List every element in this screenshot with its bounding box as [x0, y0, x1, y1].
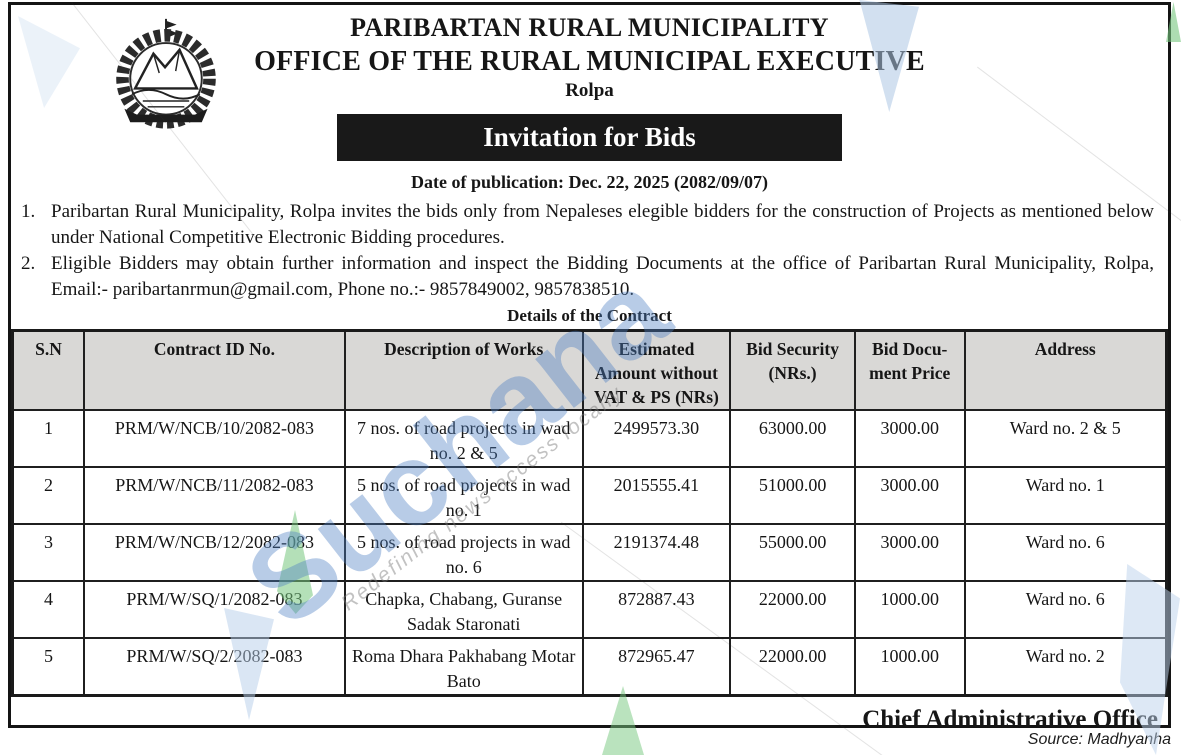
cell-contract-id: PRM/W/NCB/12/2082-083	[83, 523, 346, 582]
cell-estimated-amount: 2499573.30	[581, 409, 732, 468]
cell-bid-document-price: 3000.00	[853, 409, 966, 468]
invitation-banner: Invitation for Bids	[337, 114, 842, 161]
cell-bid-document-price: 3000.00	[853, 523, 966, 582]
district-name: Rolpa	[565, 80, 614, 101]
cell-estimated-amount: 2191374.48	[581, 523, 732, 582]
source-credit: Source: Madhyanha	[1027, 731, 1171, 748]
office-subtitle: OFFICE OF THE RURAL MUNICIPAL EXECUTIVE	[254, 46, 925, 77]
note-number: 1.	[21, 201, 36, 222]
note-item: 2. Eligible Bidders may obtain further i…	[17, 251, 1154, 303]
cell-bid-document-price: 3000.00	[853, 466, 966, 525]
municipality-emblem-icon	[116, 18, 216, 129]
notice-paragraphs: 1. Paribartan Rural Municipality, Rolpa …	[17, 199, 1154, 303]
col-header-address: Address	[963, 329, 1168, 411]
cell-address: Ward no. 2 & 5	[963, 409, 1168, 468]
col-header-bid-security: Bid Security (NRs.)	[729, 329, 856, 411]
cell-bid-security: 55000.00	[729, 523, 856, 582]
cell-address: Ward no. 6	[963, 523, 1168, 582]
note-number: 2.	[21, 253, 36, 274]
cell-address: Ward no. 1	[963, 466, 1168, 525]
cell-estimated-amount: 872887.43	[581, 580, 732, 639]
note-text: Paribartan Rural Municipality, Rolpa inv…	[51, 201, 1154, 248]
contract-details-table: S.N Contract ID No. Description of Works…	[11, 329, 1168, 697]
table-row: 4 PRM/W/SQ/1/2082-083 Chapka, Chabang, G…	[11, 580, 1168, 639]
cell-sn: 5	[11, 637, 86, 697]
note-text: Eligible Bidders may obtain further info…	[51, 253, 1154, 300]
cell-description: 7 nos. of road projects in wad no. 2 & 5	[343, 409, 584, 468]
cell-bid-security: 51000.00	[729, 466, 856, 525]
cell-bid-security: 22000.00	[729, 580, 856, 639]
cell-contract-id: PRM/W/NCB/11/2082-083	[83, 466, 346, 525]
table-header-row: S.N Contract ID No. Description of Works…	[11, 329, 1168, 411]
cell-estimated-amount: 2015555.41	[581, 466, 732, 525]
note-item: 1. Paribartan Rural Municipality, Rolpa …	[17, 199, 1154, 251]
cell-bid-document-price: 1000.00	[853, 580, 966, 639]
cell-contract-id: PRM/W/SQ/2/2082-083	[83, 637, 346, 697]
table-row: 5 PRM/W/SQ/2/2082-083 Roma Dhara Pakhaba…	[11, 637, 1168, 697]
cell-address: Ward no. 2	[963, 637, 1168, 697]
col-header-contract-id: Contract ID No.	[83, 329, 346, 411]
invitation-banner-label: Invitation for Bids	[483, 122, 696, 152]
col-header-description: Description of Works	[343, 329, 584, 411]
cell-bid-security: 22000.00	[729, 637, 856, 697]
table-row: 2 PRM/W/NCB/11/2082-083 5 nos. of road p…	[11, 466, 1168, 525]
cell-description: 5 nos. of road projects in wad no. 6	[343, 523, 584, 582]
cell-sn: 3	[11, 523, 86, 582]
col-header-estimated-amount: Estimated Amount without VAT & PS (NRs)	[581, 329, 732, 411]
cell-contract-id: PRM/W/NCB/10/2082-083	[83, 409, 346, 468]
publication-date: Date of publication: Dec. 22, 2025 (2082…	[411, 172, 768, 192]
col-header-bid-document-price: Bid Docu- ment Price	[853, 329, 966, 411]
cell-bid-document-price: 1000.00	[853, 637, 966, 697]
page-title: PARIBARTAN RURAL MUNICIPALITY	[350, 13, 829, 42]
signature-line: Chief Administrative Office	[862, 706, 1158, 733]
cell-sn: 1	[11, 409, 86, 468]
table-row: 1 PRM/W/NCB/10/2082-083 7 nos. of road p…	[11, 409, 1168, 468]
col-header-sn: S.N	[11, 329, 86, 411]
cell-description: 5 nos. of road projects in wad no. 1	[343, 466, 584, 525]
cell-sn: 4	[11, 580, 86, 639]
cell-contract-id: PRM/W/SQ/1/2082-083	[83, 580, 346, 639]
cell-estimated-amount: 872965.47	[581, 637, 732, 697]
table-row: 3 PRM/W/NCB/12/2082-083 5 nos. of road p…	[11, 523, 1168, 582]
cell-sn: 2	[11, 466, 86, 525]
notice-sheet: PARIBARTAN RURAL MUNICIPALITY OFFICE OF …	[8, 2, 1171, 733]
cell-bid-security: 63000.00	[729, 409, 856, 468]
cell-description: Chapka, Chabang, Guranse Sadak Staronati	[343, 580, 584, 639]
cell-description: Roma Dhara Pakhabang Motar Bato	[343, 637, 584, 697]
table-title: Details of the Contract	[507, 306, 672, 325]
cell-address: Ward no. 6	[963, 580, 1168, 639]
